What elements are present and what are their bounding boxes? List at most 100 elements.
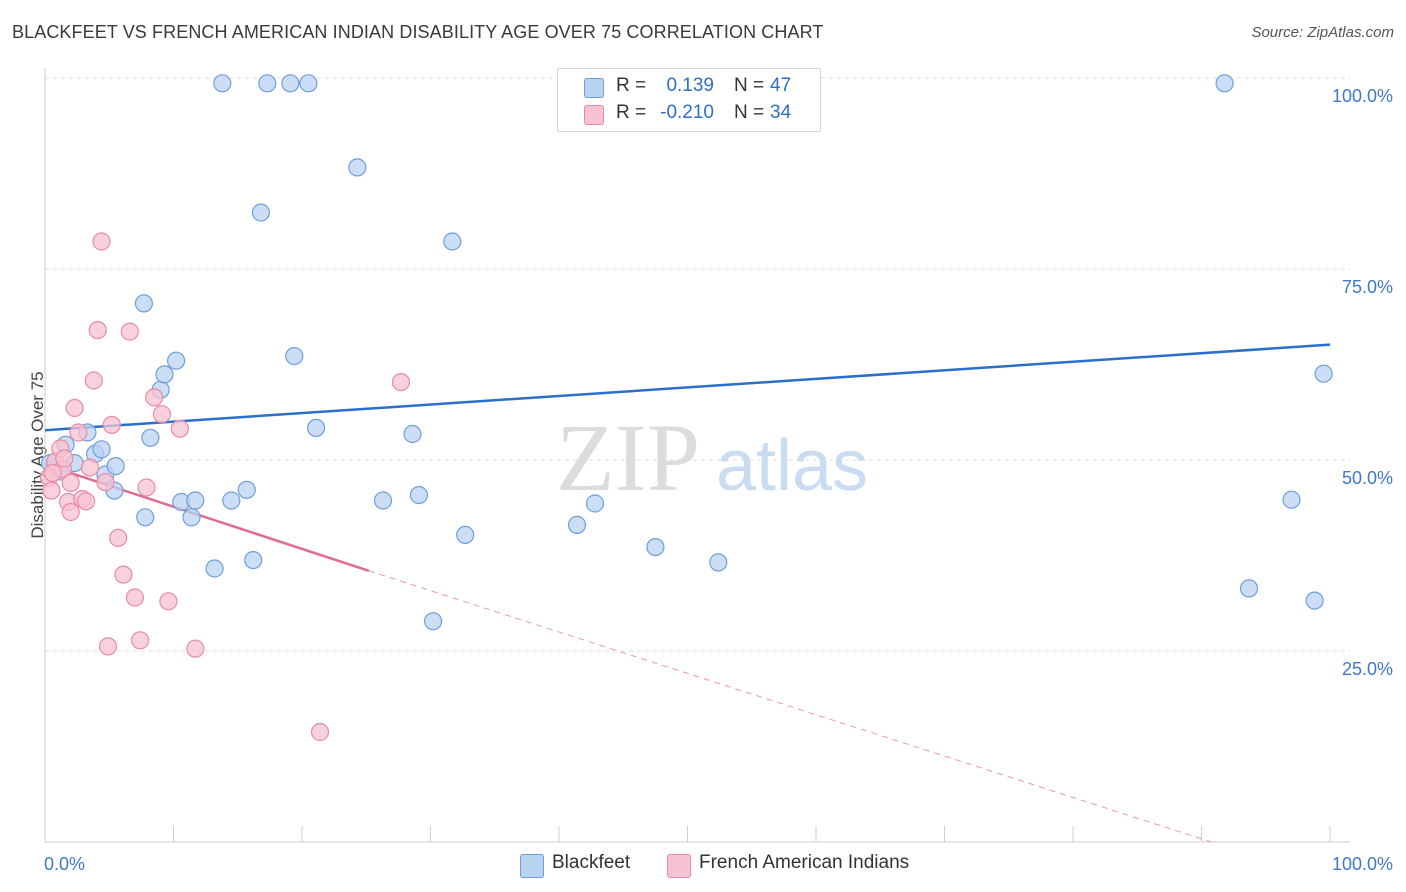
french-american-indians-point — [137, 478, 156, 497]
legend-r-label: R = — [616, 75, 647, 96]
y-tick-label: 50.0% — [1342, 468, 1393, 488]
blackfeet-point — [456, 525, 475, 545]
french-american-indians-point — [102, 415, 121, 434]
blackfeet-point — [424, 612, 443, 631]
legend-r-label: R = — [616, 102, 647, 123]
legend-n-value: 34 — [770, 102, 792, 123]
french-american-indians-point — [84, 371, 103, 390]
blackfeet-point — [222, 491, 241, 510]
blackfeet-point — [281, 74, 300, 93]
blackfeet-point — [134, 294, 153, 313]
axes — [44, 68, 1350, 843]
french-american-indians-point — [88, 321, 107, 340]
blackfeet-point — [567, 515, 587, 535]
blackfeet-point — [136, 508, 155, 527]
blackfeet-trend-line — [44, 343, 1331, 432]
blackfeet-point — [186, 491, 205, 510]
blackfeet-point — [258, 74, 277, 93]
french-american-indians-point — [92, 232, 111, 251]
legend-row-french: R = -0.210 N = 34 — [558, 100, 820, 128]
french-american-indians-point — [186, 639, 205, 658]
grid-lines — [45, 77, 1350, 652]
blackfeet-point — [106, 457, 125, 476]
blackfeet-point — [182, 508, 201, 527]
blackfeet-point — [1305, 591, 1324, 610]
blackfeet-point — [1215, 74, 1234, 93]
data-points — [39, 74, 1333, 742]
x-tick-label: 0.0% — [44, 854, 85, 874]
blackfeet-point — [1239, 579, 1259, 598]
blackfeet-point — [348, 158, 367, 177]
blackfeet-point — [141, 428, 160, 447]
french-trend-line — [44, 463, 370, 572]
blackfeet-point — [585, 494, 605, 513]
stats-legend: R = 0.139 N = 47 R = -0.210 N = 34 — [557, 68, 821, 132]
french-american-indians-point — [96, 473, 115, 492]
french-american-indians-point — [109, 528, 128, 548]
french-american-indians-point — [159, 592, 178, 611]
french-american-indians-point — [98, 637, 118, 656]
french-trend-extension — [368, 570, 1212, 843]
blackfeet-point — [92, 440, 111, 459]
french-american-indians-point — [125, 588, 144, 607]
french-american-indians-point — [43, 463, 62, 483]
blackfeet-point — [373, 491, 393, 510]
blackfeet-point — [155, 365, 174, 384]
blackfeet-point — [299, 74, 318, 93]
blackfeet-point — [167, 351, 186, 370]
x-tick-label: 100.0% — [1332, 854, 1393, 874]
blackfeet-point — [213, 74, 232, 93]
y-tick-label: 100.0% — [1332, 86, 1393, 106]
chart-title: BLACKFEET VS FRENCH AMERICAN INDIAN DISA… — [12, 22, 824, 42]
french-american-indians-point — [42, 481, 61, 500]
watermark-atlas: atlas — [716, 426, 868, 506]
french-legend-swatch — [667, 854, 691, 878]
y-tick-label: 25.0% — [1342, 659, 1393, 679]
y-tick-label: 75.0% — [1342, 277, 1393, 297]
legend-r-value: 0.139 — [666, 75, 714, 96]
legend-n-label: N = — [734, 102, 765, 123]
blackfeet-point — [409, 486, 428, 505]
blackfeet-point — [285, 347, 304, 366]
french-american-indians-point — [120, 322, 139, 341]
french-american-indians-point — [170, 419, 189, 438]
french-american-indians-point — [152, 405, 171, 424]
tick-labels: 25.0% 50.0% 75.0% 100.0% 0.0% 100.0% — [44, 86, 1393, 874]
source-label: Source: ZipAtlas.com — [1251, 24, 1394, 41]
french-swatch — [584, 105, 604, 125]
french-american-indians-point — [131, 631, 150, 650]
blackfeet-legend-swatch — [520, 854, 544, 878]
french-american-indians-point — [61, 502, 80, 522]
blackfeet-point — [307, 418, 326, 437]
french-american-indians-point — [55, 449, 74, 468]
french-american-indians-point — [310, 722, 330, 742]
french-american-indians-point — [76, 492, 96, 511]
legend-r-value: -0.210 — [660, 102, 714, 123]
blackfeet-point — [1314, 364, 1333, 383]
blackfeet-point — [646, 537, 665, 557]
french-american-indians-point — [145, 388, 164, 407]
watermark: ZIP atlas — [556, 404, 868, 511]
french-american-indians-point — [391, 373, 410, 392]
french-american-indians-point — [114, 565, 133, 584]
blackfeet-point — [237, 480, 256, 499]
french-american-indians-point — [69, 423, 88, 442]
blackfeet-point — [403, 424, 422, 444]
blackfeet-swatch — [584, 78, 604, 98]
french-legend-label: French American Indians — [699, 852, 910, 873]
blackfeet-point — [709, 553, 728, 572]
blackfeet-point — [443, 232, 462, 251]
blackfeet-point — [205, 559, 224, 578]
blackfeet-point — [244, 550, 263, 570]
blackfeet-point — [1282, 490, 1301, 509]
french-american-indians-point — [65, 398, 84, 418]
blackfeet-point — [251, 203, 270, 222]
legend-row-blackfeet: R = 0.139 N = 47 — [558, 73, 820, 101]
legend-n-value: 47 — [770, 75, 792, 96]
blackfeet-legend-label: Blackfeet — [552, 852, 631, 873]
watermark-zip: ZIP — [556, 404, 700, 511]
french-american-indians-point — [80, 458, 100, 477]
legend-n-label: N = — [734, 75, 765, 96]
french-american-indians-point — [61, 473, 80, 492]
